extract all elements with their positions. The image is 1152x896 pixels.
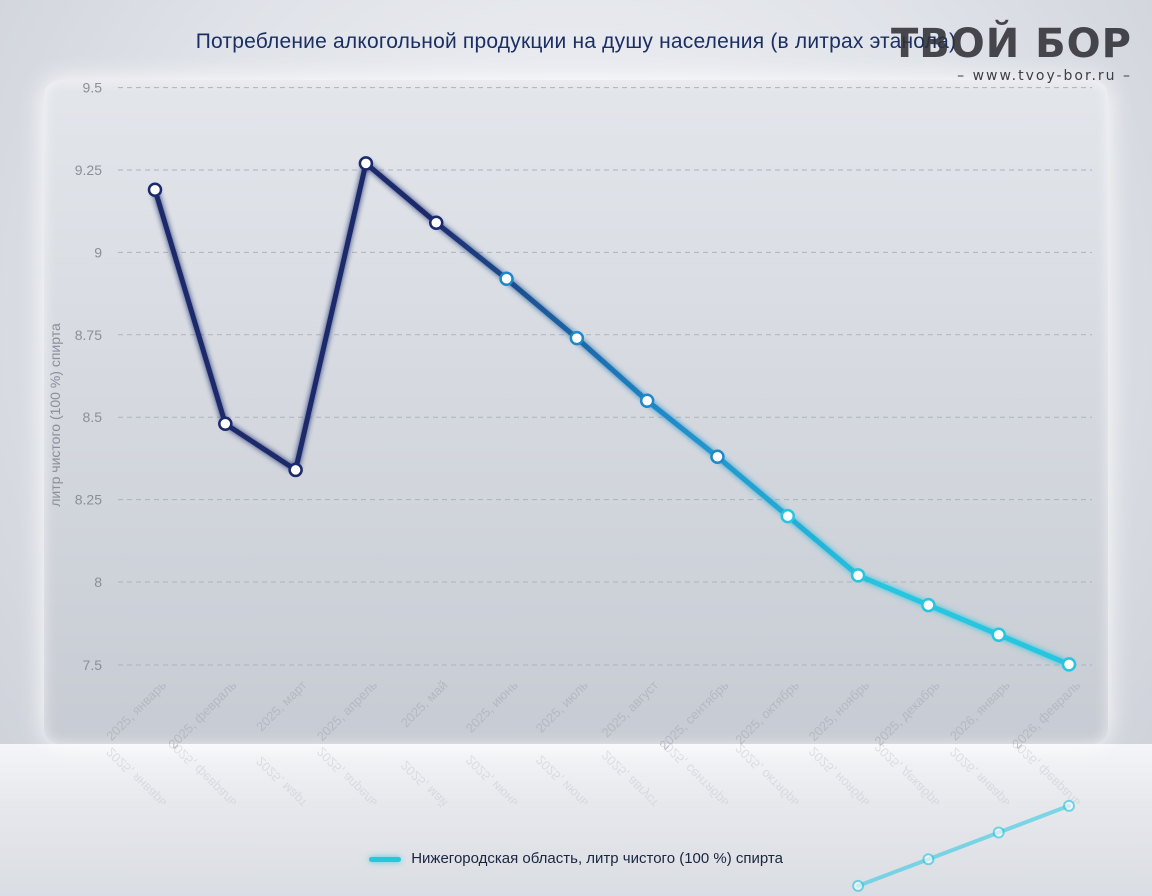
x-tick-label: 2025, август: [598, 677, 661, 740]
series-line: [152, 160, 1072, 667]
x-tick-reflection: 2025, ноябрь: [806, 744, 873, 811]
data-point: [921, 597, 936, 613]
y-tick-label: 7.5: [83, 657, 103, 673]
y-axis-label: литр чистого (100 %) спирта: [47, 323, 63, 507]
x-tick-reflection: 2026, январь: [947, 744, 1013, 810]
x-tick-label: 2025, октябрь: [732, 677, 802, 747]
data-point-reflection: [922, 853, 935, 866]
data-point: [218, 416, 233, 432]
data-point: [1061, 657, 1077, 672]
x-tick-label: 2025, декабрь: [871, 677, 942, 748]
x-tick-reflection: 2025, сентябрь: [656, 735, 731, 810]
logo-url: – www.tvoy-bor.ru –: [957, 68, 1132, 84]
data-point-reflection: [852, 879, 865, 892]
data-point: [147, 182, 163, 198]
x-tick-label: 2025, июль: [533, 677, 591, 735]
data-point: [710, 449, 725, 465]
x-tick-reflection: 2025, март: [253, 754, 310, 811]
site-logo: ТВОЙ БОР – www.tvoy-bor.ru –: [891, 22, 1132, 84]
legend-label: Нижегородская область, литр чистого (100…: [411, 850, 783, 867]
legend-swatch: [369, 856, 402, 862]
data-point: [428, 215, 444, 230]
x-tick-label: 2026, январь: [947, 677, 1013, 743]
data-point: [639, 393, 655, 408]
x-tick-reflection: 2025, февраль: [165, 736, 239, 810]
x-tick-label: 2025, март: [253, 677, 310, 734]
x-tick-label: 2025, январь: [103, 677, 169, 743]
y-tick-label: 8.5: [83, 409, 103, 425]
x-tick-reflection: 2025, апрель: [314, 744, 380, 810]
x-tick-reflection: 2025, июль: [533, 752, 591, 810]
y-tick-label: 8.75: [75, 327, 102, 343]
reflection-floor: [0, 744, 1152, 896]
y-tick-label: 8: [94, 574, 102, 590]
chart-legend: Нижегородская область, литр чистого (100…: [0, 850, 1152, 867]
data-point-reflection: [992, 826, 1005, 839]
data-point: [991, 627, 1006, 642]
data-point: [288, 462, 303, 478]
x-tick-reflection: 2025, декабрь: [871, 739, 942, 810]
data-point: [499, 271, 514, 287]
x-tick-reflection: 2025, январь: [103, 744, 169, 810]
logo-name: ТВОЙ БОР: [891, 21, 1132, 67]
data-point: [569, 330, 585, 346]
x-tick-label: 2025, ноябрь: [806, 677, 873, 744]
x-tick-reflection: 2026, февраль: [1009, 736, 1083, 810]
chart-title: Потребление алкогольной продукции на душ…: [195, 30, 957, 53]
data-point: [358, 156, 374, 171]
x-tick-reflection: 2025, май: [398, 758, 451, 811]
x-tick-label: 2025, май: [398, 678, 451, 731]
x-tick-label: 2025, июнь: [463, 677, 521, 735]
data-point: [850, 568, 866, 583]
x-tick-reflection: 2025, октябрь: [732, 741, 802, 811]
x-tick-reflection: 2025, июнь: [463, 752, 521, 810]
data-point: [780, 508, 796, 524]
y-tick-label: 8.25: [75, 492, 102, 508]
x-tick-label: 2025, апрель: [314, 677, 380, 743]
data-point-reflection: [1063, 799, 1075, 812]
x-tick-reflection: 2025, август: [598, 748, 661, 811]
y-tick-label: 9.25: [75, 162, 102, 178]
y-tick-label: 9.5: [83, 80, 103, 96]
y-tick-label: 9: [94, 244, 102, 260]
series-line-reflection: [856, 803, 1071, 888]
